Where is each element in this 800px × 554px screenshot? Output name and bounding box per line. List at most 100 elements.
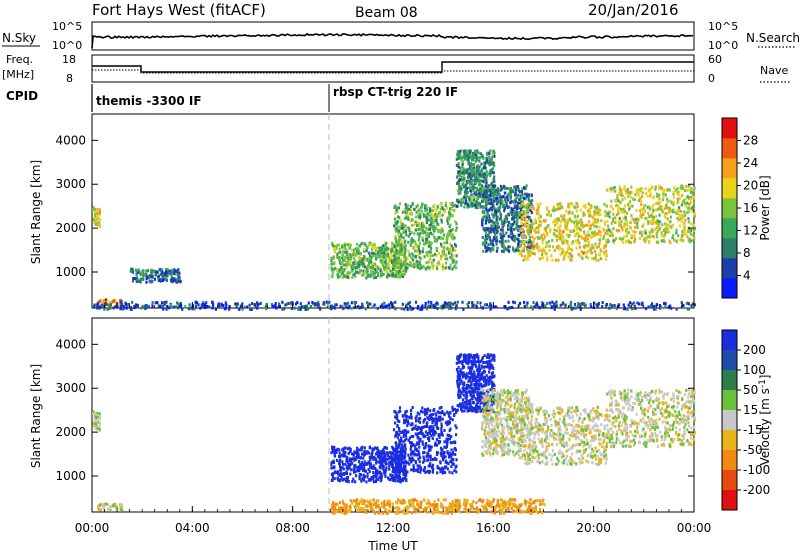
range-gate-mark xyxy=(404,262,407,266)
range-gate-mark xyxy=(491,184,494,188)
range-gate-mark xyxy=(449,207,452,211)
range-gate-mark xyxy=(489,202,492,206)
range-gate-mark xyxy=(405,471,408,475)
range-gate-mark xyxy=(474,193,477,197)
range-gate-mark xyxy=(396,220,399,224)
range-gate-mark xyxy=(604,210,607,214)
range-gate-mark xyxy=(395,448,398,452)
range-gate-mark xyxy=(394,307,397,311)
range-gate-mark xyxy=(360,262,363,266)
range-gate-mark xyxy=(440,427,443,431)
range-gate-mark xyxy=(646,205,649,209)
range-gate-mark xyxy=(390,253,393,257)
range-gate-mark xyxy=(265,307,268,311)
range-gate-mark xyxy=(561,235,564,239)
range-gate-mark xyxy=(398,406,402,410)
range-gate-mark xyxy=(352,273,355,277)
range-gate-mark xyxy=(146,304,149,308)
range-gate-mark xyxy=(536,235,539,239)
range-gate-mark xyxy=(344,462,347,466)
range-gate-mark xyxy=(143,273,146,277)
range-gate-mark xyxy=(161,273,164,277)
range-gate-mark xyxy=(528,217,531,221)
range-gate-mark xyxy=(402,245,405,249)
range-gate-mark xyxy=(485,207,488,211)
range-gate-mark xyxy=(381,460,384,464)
range-gate-mark xyxy=(355,253,358,257)
range-gate-mark xyxy=(455,222,458,226)
date-label: 20/Jan/2016 xyxy=(588,1,679,19)
range-gate-mark xyxy=(583,232,586,236)
range-gate-mark xyxy=(393,468,396,471)
range-gate-mark xyxy=(421,410,424,414)
range-gate-mark xyxy=(477,174,480,178)
range-gate-mark xyxy=(454,229,458,233)
range-gate-mark xyxy=(648,205,651,209)
range-gate-mark xyxy=(345,458,348,461)
range-gate-mark xyxy=(468,179,471,183)
range-gate-mark xyxy=(621,210,624,214)
range-gate-mark xyxy=(496,229,500,233)
range-gate-mark xyxy=(405,430,408,434)
range-gate-mark xyxy=(365,270,368,274)
range-gate-mark xyxy=(470,199,473,203)
range-gate-mark xyxy=(426,410,429,414)
range-gate-mark xyxy=(394,415,397,419)
range-gate-mark xyxy=(460,158,463,162)
range-gate-mark xyxy=(652,209,655,213)
range-gate-mark xyxy=(678,209,681,212)
range-gate-mark xyxy=(562,240,566,244)
range-gate-mark xyxy=(395,208,398,212)
range-gate-mark xyxy=(412,264,415,267)
range-gate-mark xyxy=(485,202,488,205)
range-gate-mark xyxy=(421,431,424,435)
range-gate-mark xyxy=(493,188,496,192)
range-gate-mark xyxy=(402,430,405,434)
range-gate-mark xyxy=(691,209,694,213)
range-gate-mark xyxy=(527,253,530,256)
range-gate-mark xyxy=(514,212,517,216)
range-gate-mark xyxy=(523,218,526,222)
range-gate-mark xyxy=(344,263,347,267)
range-gate-mark xyxy=(568,252,571,256)
range-gate-mark xyxy=(481,242,484,246)
range-gate-mark xyxy=(417,263,420,267)
range-gate-mark xyxy=(479,301,482,305)
range-gate-mark xyxy=(499,236,502,240)
range-gate-mark xyxy=(557,258,560,262)
range-gate-mark xyxy=(431,419,435,423)
range-gate-mark xyxy=(484,166,488,170)
range-gate-mark xyxy=(417,248,421,252)
range-gate-mark xyxy=(410,208,413,212)
range-gate-mark xyxy=(472,198,475,202)
range-gate-mark xyxy=(331,306,334,310)
range-gate-mark xyxy=(680,301,683,305)
range-gate-mark xyxy=(428,429,431,433)
range-gate-mark xyxy=(476,204,479,208)
range-gate-mark xyxy=(469,168,472,172)
range-gate-mark xyxy=(342,271,345,275)
range-gate-mark xyxy=(523,216,526,220)
range-gate-mark xyxy=(596,232,599,236)
range-gate-mark xyxy=(625,234,628,238)
range-gate-mark xyxy=(483,205,486,209)
range-gate-mark xyxy=(406,421,410,425)
range-gate-mark xyxy=(483,211,486,215)
range-gate-mark xyxy=(445,420,449,424)
range-gate-mark xyxy=(527,232,530,236)
range-gate-mark xyxy=(98,414,101,418)
range-gate-mark xyxy=(369,464,373,468)
range-gate-mark xyxy=(681,194,684,197)
range-gate-mark xyxy=(448,251,451,255)
range-gate-mark xyxy=(391,478,394,482)
range-gate-mark xyxy=(332,459,335,463)
range-gate-mark xyxy=(372,455,376,459)
range-gate-mark xyxy=(513,222,516,225)
range-gate-mark xyxy=(389,301,393,305)
range-gate-mark xyxy=(622,207,625,211)
range-gate-mark xyxy=(360,448,363,452)
range-gate-mark xyxy=(443,301,447,305)
range-gate-mark xyxy=(102,300,106,304)
range-gate-mark xyxy=(492,179,496,183)
range-gate-mark xyxy=(358,467,361,471)
